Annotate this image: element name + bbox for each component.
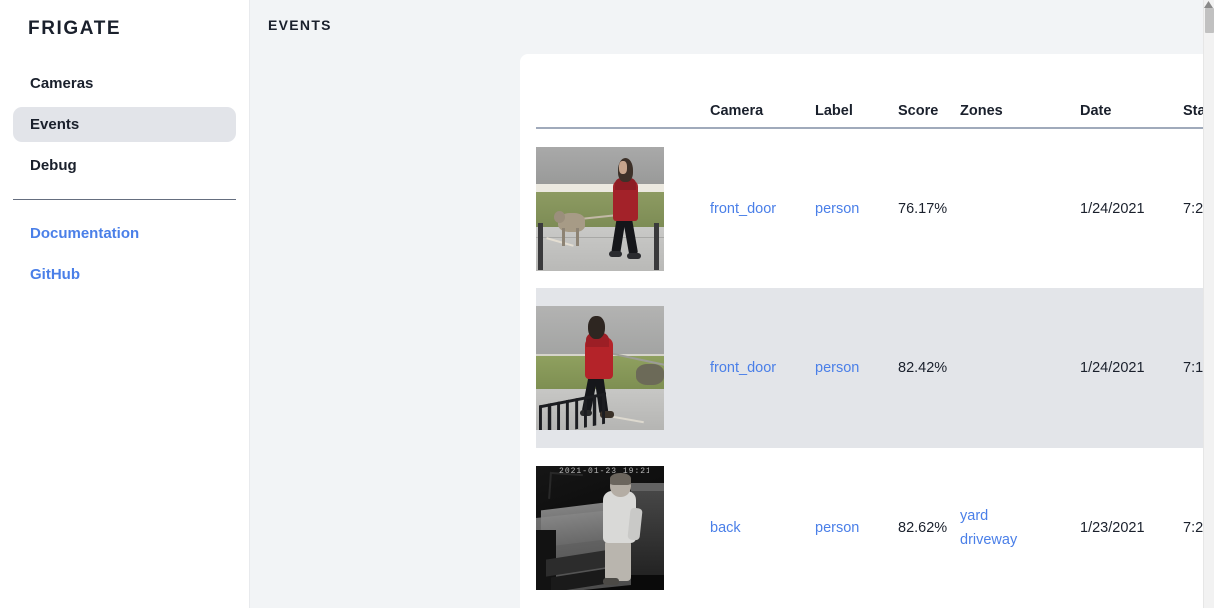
event-label-cell: person	[815, 128, 898, 288]
sidebar-link-github[interactable]: GitHub	[30, 266, 80, 283]
event-score-cell: 82.62%	[898, 520, 948, 536]
event-score-cell: 82.42%	[898, 360, 948, 376]
event-thumbnail-image[interactable]	[536, 146, 664, 271]
event-thumbnail-image[interactable]: 2021-01-23 19:21:44	[536, 466, 664, 590]
secondary-nav: Documentation GitHub	[0, 216, 249, 292]
main-content: EVENTS Camera Label Score Zones Date	[250, 0, 1214, 608]
event-date-cell: 1/24/2021	[1080, 200, 1145, 217]
event-zones-cell	[960, 288, 1080, 448]
sidebar-item-events[interactable]: Events	[13, 107, 236, 142]
event-camera-cell: front_door	[710, 288, 815, 448]
zones-list: yard driveway	[960, 504, 1080, 552]
app-brand-title: FRIGATE	[28, 18, 122, 39]
events-table-body: front_door person 76.17% 1/24/2021 7:24:…	[536, 128, 1214, 608]
events-table-head: Camera Label Score Zones Date Start End	[536, 54, 1214, 129]
column-header-label[interactable]: Label	[815, 54, 898, 129]
table-row[interactable]: front_door person 76.17% 1/24/2021 7:24:…	[536, 128, 1214, 288]
events-card: Camera Label Score Zones Date Start End	[520, 54, 1214, 608]
sidebar-divider	[13, 199, 236, 200]
events-table: Camera Label Score Zones Date Start End	[536, 54, 1214, 608]
column-header-camera[interactable]: Camera	[710, 54, 815, 129]
column-header-date[interactable]: Date	[1080, 54, 1183, 129]
column-header-score[interactable]: Score	[898, 54, 960, 129]
event-score-cell: 76.17%	[898, 200, 948, 217]
column-header-zones[interactable]: Zones	[960, 54, 1080, 129]
camera-link[interactable]: back	[710, 520, 741, 536]
event-date-cell: 1/24/2021	[1080, 360, 1145, 376]
scrollbar-thumb[interactable]	[1205, 8, 1214, 33]
camera-link[interactable]: front_door	[710, 360, 777, 376]
table-header-row: Camera Label Score Zones Date Start End	[536, 54, 1214, 129]
label-link[interactable]: person	[815, 360, 860, 376]
event-thumbnail-cell[interactable]	[536, 128, 710, 288]
primary-nav: Cameras Events Debug	[0, 66, 249, 183]
event-thumbnail-cell[interactable]: 2021-01-23 19:21:44	[536, 448, 710, 608]
label-link[interactable]: person	[815, 200, 860, 217]
thumbnail-timestamp-overlay: 2021-01-23 19:21:44	[559, 467, 649, 476]
event-camera-cell: front_door	[710, 128, 815, 288]
event-thumbnail-cell[interactable]	[536, 288, 710, 448]
event-label-cell: person	[815, 448, 898, 608]
page-title: EVENTS	[268, 17, 332, 33]
event-camera-cell: back	[710, 448, 815, 608]
event-label-cell: person	[815, 288, 898, 448]
sidebar-item-cameras[interactable]: Cameras	[30, 75, 94, 92]
table-row[interactable]: 2021-01-23 19:21:44 back person 82.62%	[536, 448, 1214, 608]
column-header-thumbnail	[536, 54, 710, 129]
scroll-up-arrow-icon[interactable]	[1204, 1, 1213, 8]
sidebar-item-debug[interactable]: Debug	[30, 157, 77, 174]
sidebar: FRIGATE Cameras Events Debug Documentati…	[0, 0, 250, 608]
event-zones-cell: yard driveway	[960, 448, 1080, 608]
zone-link-yard[interactable]: yard	[960, 508, 989, 524]
vertical-scrollbar[interactable]	[1203, 0, 1214, 608]
sidebar-link-documentation[interactable]: Documentation	[30, 225, 140, 242]
label-link[interactable]: person	[815, 520, 860, 536]
event-thumbnail-image[interactable]	[536, 306, 664, 430]
table-row[interactable]: front_door person 82.42% 1/24/2021 7:19:…	[536, 288, 1214, 448]
zone-link-driveway[interactable]: driveway	[960, 532, 1018, 548]
event-zones-cell	[960, 128, 1080, 288]
event-date-cell: 1/23/2021	[1080, 520, 1145, 536]
camera-link[interactable]: front_door	[710, 200, 777, 217]
